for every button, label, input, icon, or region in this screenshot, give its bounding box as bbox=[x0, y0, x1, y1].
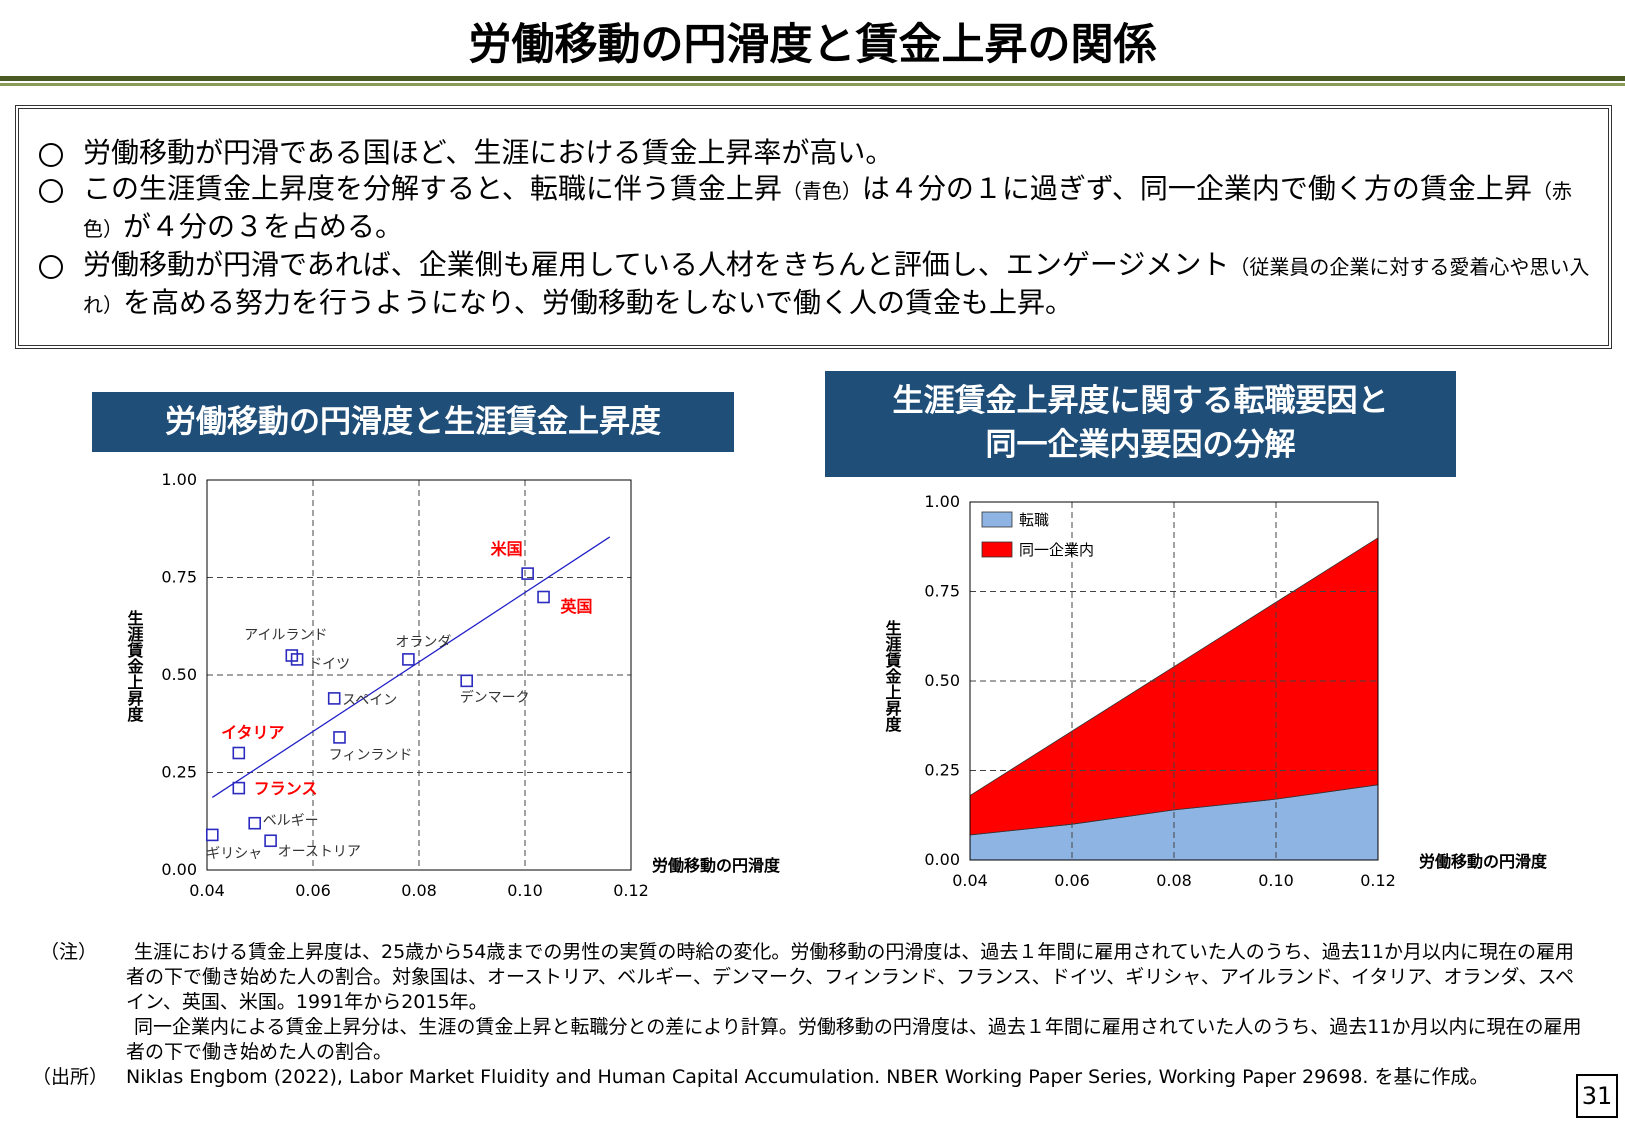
bullet-text: 労働移動が円滑であれば、企業側も雇用している人材をきちんと評価し、エンゲージメン… bbox=[83, 248, 1230, 281]
point-label: ギリシャ bbox=[206, 846, 262, 862]
x-tick-label: 0.06 bbox=[295, 881, 331, 900]
x-tick-label: 0.04 bbox=[189, 881, 225, 900]
x-tick-label: 0.06 bbox=[1054, 871, 1090, 890]
x-tick-label: 0.10 bbox=[507, 881, 543, 900]
chart-header-line: 同一企業内要因の分解 bbox=[985, 427, 1296, 463]
y-tick-label: 0.00 bbox=[924, 850, 960, 869]
bullet-text: この生涯賃金上昇度を分解すると、転職に伴う賃金上昇 bbox=[83, 172, 782, 205]
y-tick-label: 0.50 bbox=[161, 665, 197, 684]
data-point bbox=[248, 816, 261, 830]
y-tick-label: 0.75 bbox=[161, 568, 197, 587]
point-label: フィンランド bbox=[329, 747, 413, 763]
point-label: デンマーク bbox=[460, 689, 530, 706]
x-tick-label: 0.12 bbox=[1360, 871, 1396, 890]
note-row: （注） 生涯における賃金上昇度は、25歳から54歳までの男性の実質の時給の変化。… bbox=[40, 940, 1590, 1065]
data-point bbox=[206, 828, 219, 842]
x-tick-label: 0.04 bbox=[952, 871, 988, 890]
plot-frame bbox=[969, 501, 1379, 861]
data-point bbox=[460, 674, 474, 688]
data-point bbox=[521, 567, 534, 580]
bullet: 労働移動が円滑であれば、企業側も雇用している人材をきちんと評価し、エンゲージメン… bbox=[19, 247, 1594, 323]
chart-header: 労働移動の円滑度と生涯賃金上昇度 bbox=[92, 392, 734, 452]
x-tick-label: 0.12 bbox=[613, 881, 649, 900]
y-axis-label: 生涯賃金上昇度 bbox=[125, 609, 145, 723]
y-tick-label: 0.25 bbox=[924, 761, 960, 780]
source-label: （出所） bbox=[32, 1066, 109, 1088]
chart-header: 生涯賃金上昇度に関する転職要因と 同一企業内要因の分解 bbox=[825, 371, 1456, 477]
scatter-chart: 0.00 0.25 0.50 0.75 1.00 0.04 0.06 0.08 0.10 0.12… bbox=[125, 470, 782, 900]
notes: （注） 生涯における賃金上昇度は、25歳から54歳までの男性の実質の時給の変化。… bbox=[32, 940, 1590, 1090]
page-number: 31 bbox=[1576, 1074, 1618, 1118]
note-paragraph: 同一企業内による賃金上昇分は、生涯の賃金上昇と転職分との差により計算。労働移動の… bbox=[126, 1016, 1582, 1063]
data-point bbox=[537, 590, 550, 604]
bullet-text: （赤色） bbox=[83, 179, 1572, 241]
point-label: オランダ bbox=[395, 634, 451, 650]
point-label: フランス bbox=[254, 779, 318, 798]
bullet: 労働移動が円滑である国ほど、生涯における賃金上昇率が高い。 bbox=[19, 135, 1594, 171]
data-point bbox=[327, 692, 341, 705]
x-axis-label: 労働移動の円滑度 bbox=[652, 856, 781, 875]
point-label: イタリア bbox=[221, 723, 284, 742]
point-label: アイルランド bbox=[244, 628, 327, 644]
note-paragraph: 生涯における賃金上昇度は、25歳から54歳までの男性の実質の時給の変化。労働移動… bbox=[126, 941, 1575, 1013]
x-tick-label: 0.08 bbox=[401, 881, 437, 900]
point-label: ベルギー bbox=[263, 813, 319, 829]
legend-label: 転職 bbox=[1019, 511, 1049, 529]
data-point bbox=[232, 746, 246, 760]
y-tick-label: 0.00 bbox=[161, 860, 197, 879]
y-axis-label: 生涯賃金上昇度 bbox=[883, 619, 903, 733]
bullet-text: が４分の３を占める。 bbox=[123, 210, 404, 243]
slide-title: 労働移動の円滑度と賃金上昇の関係 bbox=[468, 20, 1157, 70]
legend-swatch bbox=[981, 511, 1013, 528]
area-chart: 0.00 0.25 0.50 0.75 1.00 0.04 0.06 0.08 0.10 0.12… bbox=[883, 492, 1549, 890]
data-point bbox=[264, 834, 277, 848]
data-point bbox=[402, 653, 415, 666]
y-tick-label: 0.25 bbox=[161, 763, 197, 782]
summary-box: 労働移動が円滑である国ほど、生涯における賃金上昇率が高い。 この生涯賃金上昇度を分… bbox=[15, 105, 1612, 349]
data-point bbox=[232, 781, 246, 795]
bullet-text: （青色） bbox=[781, 179, 862, 203]
point-label: 英国 bbox=[560, 597, 593, 616]
point-label: オーストリア bbox=[278, 844, 361, 860]
trend-line bbox=[211, 536, 611, 799]
source-row: （出所） Niklas Engbom (2022), Labor Market … bbox=[32, 1065, 1590, 1090]
bullet-text: 労働移動が円滑である国ほど、生涯における賃金上昇率が高い。 bbox=[83, 136, 894, 169]
data-point bbox=[333, 731, 346, 744]
bullet-text: は４分の１に過ぎず、同一企業内で働く方の賃金上昇 bbox=[861, 172, 1532, 205]
point-label: ドイツ bbox=[308, 656, 350, 672]
bullet-list: 労働移動が円滑である国ほど、生涯における賃金上昇率が高い。 この生涯賃金上昇度を分… bbox=[19, 109, 1608, 323]
y-tick-label: 1.00 bbox=[924, 492, 960, 511]
point-label: スペイン bbox=[342, 692, 397, 708]
legend-label: 同一企業内 bbox=[1019, 541, 1094, 559]
title-rule bbox=[0, 76, 1625, 83]
source-text: Niklas Engbom (2022), Labor Market Fluid… bbox=[126, 1066, 1489, 1088]
note-label: （注） bbox=[40, 941, 98, 963]
bullet-text: （従業員の企業に対する愛着心や思い入れ） bbox=[83, 255, 1590, 317]
bullet-text: を高める努力を行うようになり、労働移動をしないで働く人の賃金も上昇。 bbox=[123, 286, 1074, 319]
y-tick-label: 1.00 bbox=[161, 470, 197, 489]
chart-header-line: 生涯賃金上昇度に関する転職要因と bbox=[892, 383, 1389, 419]
x-tick-label: 0.10 bbox=[1258, 871, 1294, 890]
note-text: 生涯における賃金上昇度は、25歳から54歳までの男性の実質の時給の変化。労働移動… bbox=[126, 940, 1590, 1065]
plot-frame bbox=[206, 479, 632, 871]
bullet: この生涯賃金上昇度を分解すると、転職に伴う賃金上昇（青色）は４分の１に過ぎず、同… bbox=[19, 171, 1594, 247]
y-tick-label: 0.75 bbox=[924, 582, 960, 601]
legend-swatch bbox=[981, 541, 1013, 558]
data-point bbox=[290, 653, 304, 666]
x-tick-label: 0.08 bbox=[1156, 871, 1192, 890]
point-label: 米国 bbox=[491, 540, 523, 559]
y-tick-label: 0.50 bbox=[924, 671, 960, 690]
x-axis-label: 労働移動の円滑度 bbox=[1419, 852, 1548, 871]
